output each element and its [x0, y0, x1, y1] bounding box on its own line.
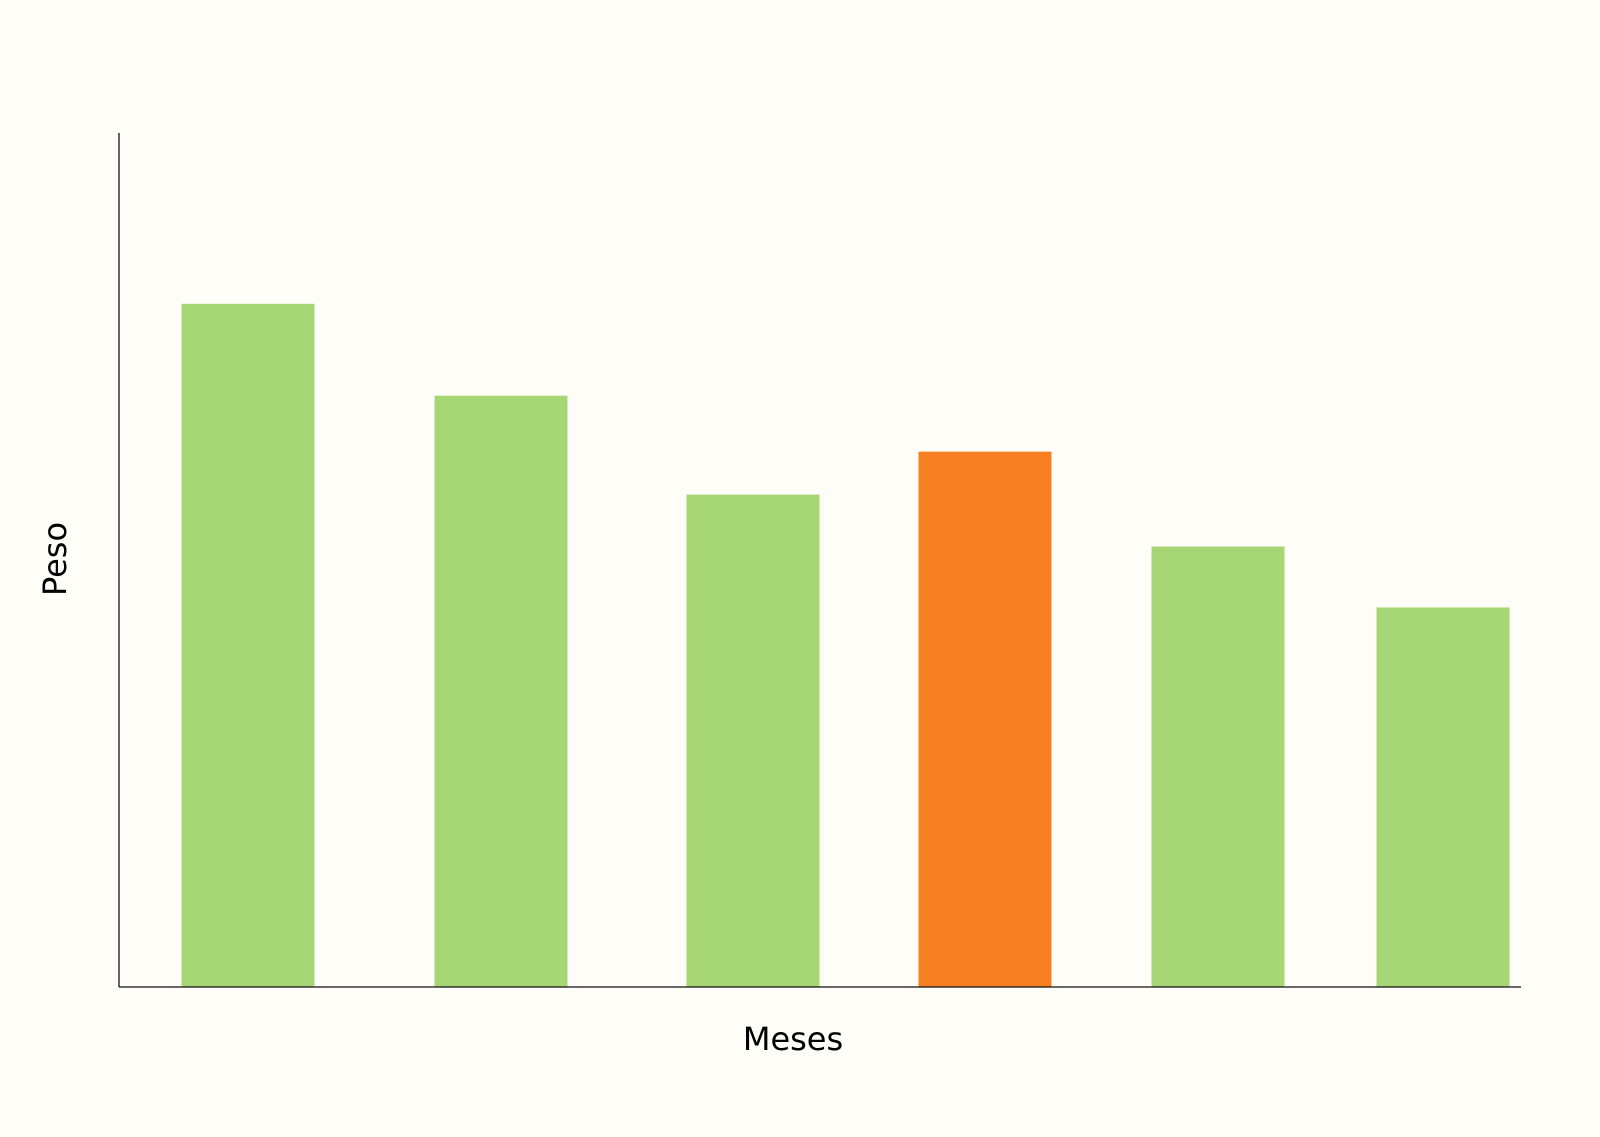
bar [434, 395, 568, 987]
bar [181, 303, 315, 987]
bars-group [181, 303, 1510, 987]
bar-highlighted [918, 451, 1052, 987]
bar [1376, 607, 1510, 987]
bar [1151, 546, 1285, 987]
bar [686, 494, 820, 987]
x-axis-title: Meses [743, 1020, 843, 1058]
y-axis-title: Peso [36, 522, 74, 596]
